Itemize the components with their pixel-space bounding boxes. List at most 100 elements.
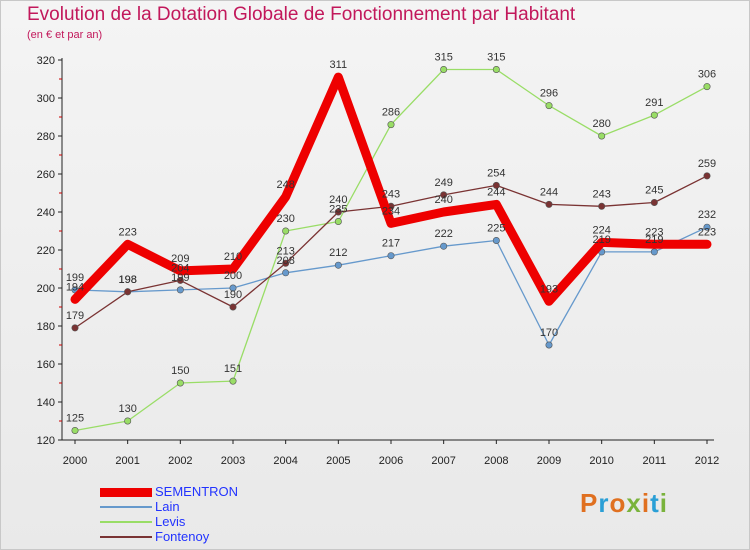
data-label-sementron: 223 [118, 226, 136, 238]
data-label-fontenoy: 240 [329, 194, 347, 206]
legend-label: Fontenoy [155, 529, 210, 544]
y-tick-label: 260 [37, 169, 55, 181]
logo-letter: P [580, 488, 599, 518]
data-label-sementron: 244 [487, 186, 505, 198]
chart-title: Evolution de la Dotation Globale de Fonc… [27, 4, 576, 25]
legend-label: Levis [155, 514, 186, 529]
data-label-lain: 232 [698, 209, 716, 221]
series-line-sementron [70, 72, 712, 306]
y-tick-label: 140 [37, 397, 55, 409]
x-tick-label: 2006 [379, 455, 403, 467]
data-label-levis: 280 [592, 118, 610, 130]
logo-letter: r [598, 488, 610, 518]
data-label-fontenoy: 179 [66, 310, 84, 322]
x-tick-label: 2000 [63, 455, 87, 467]
y-tick-label: 220 [37, 245, 55, 257]
legend-swatch [100, 487, 152, 497]
data-point-lain [650, 248, 658, 256]
data-point-fontenoy [282, 259, 290, 267]
data-point-fontenoy [492, 181, 500, 189]
data-label-lain: 217 [382, 238, 400, 250]
data-point-levis [124, 417, 132, 425]
data-point-levis [545, 102, 553, 110]
logo-letter: t [650, 488, 660, 518]
data-label-lain: 219 [645, 234, 663, 246]
data-label-fontenoy: 204 [171, 262, 189, 274]
data-point-lain [492, 237, 500, 245]
data-label-fontenoy: 254 [487, 167, 505, 179]
legend-swatch [100, 536, 152, 538]
data-label-fontenoy: 190 [224, 289, 242, 301]
data-point-levis [598, 132, 606, 140]
data-point-fontenoy [124, 288, 132, 296]
data-label-lain: 219 [592, 234, 610, 246]
data-label-lain: 212 [329, 247, 347, 259]
legend-swatch [100, 506, 152, 508]
y-tick-label: 320 [37, 55, 55, 67]
x-tick-label: 2001 [115, 455, 139, 467]
data-label-levis: 230 [276, 213, 294, 225]
data-label-fontenoy: 243 [382, 188, 400, 200]
data-label-levis: 125 [66, 413, 84, 425]
data-point-lain [703, 223, 711, 231]
data-label-sementron: 240 [434, 194, 452, 206]
logo-letter: i [659, 488, 668, 518]
chart-subtitle: (en € et par an) [27, 29, 103, 41]
data-point-lain [440, 242, 448, 250]
data-label-lain: 199 [171, 272, 189, 284]
data-label-lain: 225 [487, 223, 505, 235]
data-point-fontenoy [598, 202, 606, 210]
y-tick-label: 120 [37, 435, 55, 447]
x-tick-label: 2004 [273, 455, 297, 467]
legend-label: Lain [155, 499, 180, 514]
logo-letter: i [641, 488, 651, 518]
data-point-lain [229, 284, 237, 292]
data-label-lain: 200 [224, 270, 242, 282]
data-label-levis: 130 [118, 403, 136, 415]
y-tick-label: 200 [37, 283, 55, 295]
data-label-levis: 151 [224, 363, 242, 375]
data-label-levis: 296 [540, 88, 558, 100]
x-tick-label: 2003 [221, 455, 245, 467]
data-label-lain: 199 [66, 272, 84, 284]
y-tick-label: 300 [37, 93, 55, 105]
data-label-fontenoy: 213 [276, 245, 294, 257]
proxiti-logo: Proxiti [580, 488, 668, 519]
y-tick-label: 180 [37, 321, 55, 333]
data-point-levis [440, 66, 448, 74]
data-point-fontenoy [176, 276, 184, 284]
data-point-levis [703, 83, 711, 91]
data-label-sementron: 224 [592, 224, 610, 236]
data-label-sementron: 234 [382, 205, 400, 217]
data-label-fontenoy: 245 [645, 185, 663, 197]
data-label-fontenoy: 243 [592, 188, 610, 200]
data-label-sementron: 210 [224, 251, 242, 263]
y-tick-label: 160 [37, 359, 55, 371]
x-tick-label: 2009 [537, 455, 561, 467]
data-label-sementron: 193 [540, 283, 558, 295]
data-point-levis [282, 227, 290, 235]
data-point-levis [387, 121, 395, 129]
data-label-fontenoy: 259 [698, 158, 716, 170]
data-point-fontenoy [334, 208, 342, 216]
x-tick-label: 2005 [326, 455, 350, 467]
data-point-fontenoy [703, 172, 711, 180]
data-label-levis: 306 [698, 69, 716, 81]
data-label-levis: 286 [382, 107, 400, 119]
logo-letter: x [626, 488, 642, 518]
y-tick-label: 240 [37, 207, 55, 219]
data-label-levis: 235 [329, 204, 347, 216]
legend-label: SEMENTRON [155, 484, 239, 499]
data-label-levis: 315 [434, 52, 452, 64]
data-label-lain: 208 [276, 255, 294, 267]
x-tick-label: 2011 [643, 455, 667, 467]
data-label-sementron: 223 [645, 226, 663, 238]
data-label-sementron: 223 [698, 226, 716, 238]
data-point-levis [71, 426, 79, 434]
data-point-fontenoy [545, 200, 553, 208]
data-label-levis: 315 [487, 52, 505, 64]
x-tick-label: 2007 [431, 455, 455, 467]
data-point-lain [387, 252, 395, 260]
data-label-sementron: 194 [66, 281, 84, 293]
data-label-sementron: 209 [171, 253, 189, 265]
